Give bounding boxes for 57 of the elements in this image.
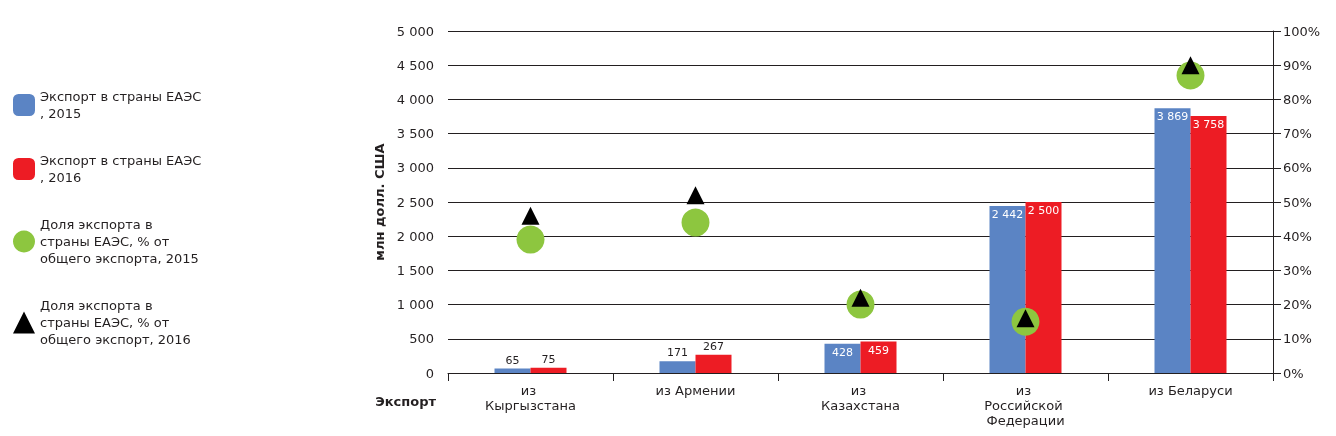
bar [1025,202,1062,373]
bar [1190,115,1227,373]
y2-tick-label: 40% [1283,228,1312,244]
bar [1154,108,1191,373]
y2-tick-label: 70% [1283,126,1312,142]
y-tick-label: 1 000 [396,297,434,313]
data-label: 459 [868,343,889,357]
point [516,225,545,254]
y2-tick-label: 60% [1283,160,1312,176]
y-tick-label: 2 000 [396,228,434,244]
y2-tick-label: 20% [1283,297,1312,313]
data-label: 3 758 [1192,117,1225,131]
bar [494,368,531,373]
y-tick-label: 0 [425,365,434,381]
x-tick-label: из Российской Федерации [984,383,1067,428]
y-tick-label: 3 000 [396,160,434,176]
bar [659,361,696,373]
x-tick-label: из Кыргызстана [485,383,576,413]
point [1181,56,1200,75]
y-tick-label: 4 000 [396,91,434,107]
bar [860,341,897,373]
x-tick-label: из Армении [655,383,736,398]
data-label: 3 869 [1156,110,1189,124]
x-axis-title: Экспорт [375,394,437,409]
y-tick-label: 2 500 [396,194,434,210]
y2-tick-label: 80% [1283,91,1312,107]
bar [695,354,732,373]
data-label: 428 [832,345,853,359]
y-axis-title: млн долл. США [371,143,387,261]
y-tick-label: 3 500 [396,126,434,142]
data-label: 171 [667,346,688,360]
y2-tick-label: 100% [1283,23,1321,39]
y-tick-label: 1 500 [396,262,434,278]
x-tick-label: из Казахстана [821,383,900,413]
y2-tick-label: 10% [1283,331,1312,347]
data-label: 267 [703,339,724,353]
y2-tick-label: 0% [1283,365,1304,381]
data-label: 2 442 [991,207,1024,221]
bar [530,367,567,373]
data-label: 2 500 [1027,204,1060,217]
legend-label: Экспорт в страны ЕАЭС, 2016 [40,153,202,185]
point [521,206,540,225]
y-tick-label: 5 000 [396,23,434,39]
point [686,186,705,205]
y2-tick-label: 90% [1283,57,1312,73]
data-label: 75 [541,352,556,366]
y-tick-label: 4 500 [396,57,434,73]
point [681,208,710,237]
y-tick-label: 500 [409,331,434,347]
data-label: 65 [505,353,520,367]
bar [989,205,1026,373]
y2-tick-label: 50% [1283,194,1312,210]
legend-label: Доля экспорта в страны ЕАЭС, % от общего экспорта, 2015 [40,217,199,266]
y2-tick-label: 30% [1283,262,1312,278]
legend-label: Экспорт в страны ЕАЭС, 2015 [40,89,202,121]
x-tick-label: из Беларуси [1148,383,1233,398]
legend-label: Доля экспорта в страны ЕАЭС, % от общего экспорт, 2016 [40,298,191,347]
